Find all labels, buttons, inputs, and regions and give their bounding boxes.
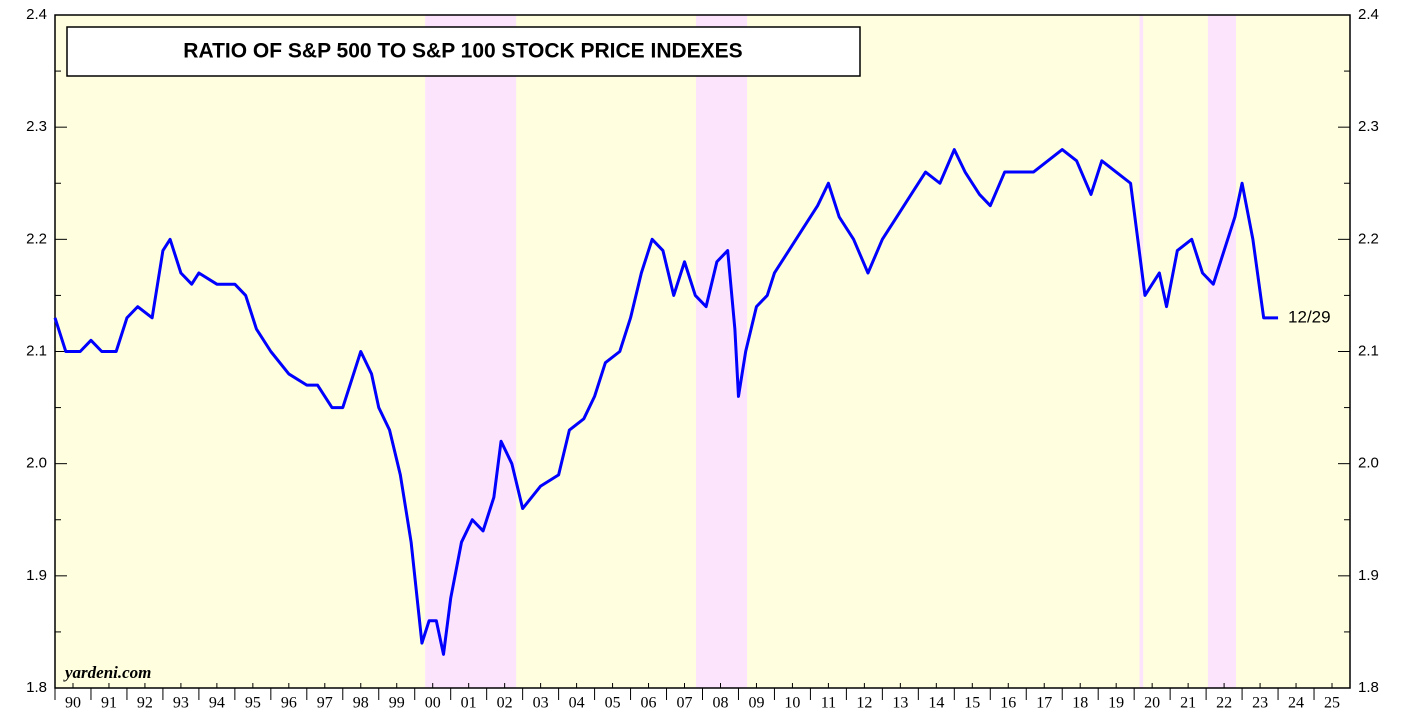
x-tick-label: 21 [1180,695,1196,712]
x-tick-label: 97 [317,695,333,712]
x-tick-label: 06 [641,695,657,712]
y-tick-label: 2.4 [26,6,47,23]
x-tick-label: 14 [928,695,944,712]
y-tick-label: 2.0 [26,455,47,472]
x-tick-label: 91 [101,695,117,712]
y2-tick-label: 2.3 [1358,118,1379,135]
x-tick-label: 22 [1216,695,1232,712]
x-tick-label: 12 [856,695,872,712]
data-line [53,148,1279,656]
x-tick-label: 20 [1144,695,1160,712]
y-tick-label: 2.1 [26,342,47,359]
x-tick-label: 18 [1072,695,1088,712]
end-annotation: 12/29 [1288,307,1331,326]
x-tick-label: 23 [1252,695,1268,712]
x-tick-label: 04 [569,695,585,712]
x-tick-label: 03 [533,695,549,712]
y-tick-label: 1.8 [26,679,47,696]
x-tick-label: 93 [173,695,189,712]
x-tick-label: 02 [497,695,513,712]
y2-tick-label: 1.8 [1358,679,1379,696]
y2-tick-label: 1.9 [1358,567,1379,584]
x-tick-label: 90 [65,695,81,712]
source: yardeni.com [63,663,151,682]
x-tick-label: 19 [1108,695,1124,712]
x-tick-label: 92 [137,695,153,712]
y2-tick-label: 2.2 [1358,230,1379,247]
y-tick-label: 2.3 [26,118,47,135]
shaded-period [1139,15,1144,688]
x-tick-label: 01 [461,695,477,712]
x-tick-label: 16 [1000,695,1016,712]
chart-title: RATIO OF S&P 500 TO S&P 100 STOCK PRICE … [183,40,742,63]
x-tick-label: 95 [245,695,261,712]
shaded-period [425,15,517,688]
x-tick-label: 24 [1288,695,1304,712]
plot-frame [54,14,1351,689]
x-tick-label: 17 [1036,695,1052,712]
x-tick-label: 00 [425,695,441,712]
y2-tick-label: 2.4 [1358,6,1379,23]
x-tick-label: 09 [748,695,764,712]
shaded-period [1207,15,1236,688]
x-tick-label: 10 [784,695,800,712]
x-tick-label: 98 [353,695,369,712]
x-tick-label: 94 [209,695,225,712]
x-tick-label: 96 [281,695,297,712]
y-tick-label: 2.2 [26,230,47,247]
x-tick-label: 25 [1324,695,1340,712]
x-tick-label: 13 [892,695,908,712]
x-tick-label: 07 [677,695,693,712]
title-box [66,26,861,77]
y-tick-label: 1.9 [26,567,47,584]
x-tick-label: 05 [605,695,621,712]
x-tick-label: 08 [712,695,728,712]
y2-tick-label: 2.0 [1358,455,1379,472]
shaded-period [696,15,748,688]
x-tick-label: 11 [821,695,836,712]
y2-tick-label: 2.1 [1358,342,1379,359]
x-tick-label: 15 [964,695,980,712]
x-tick-label: 99 [389,695,405,712]
